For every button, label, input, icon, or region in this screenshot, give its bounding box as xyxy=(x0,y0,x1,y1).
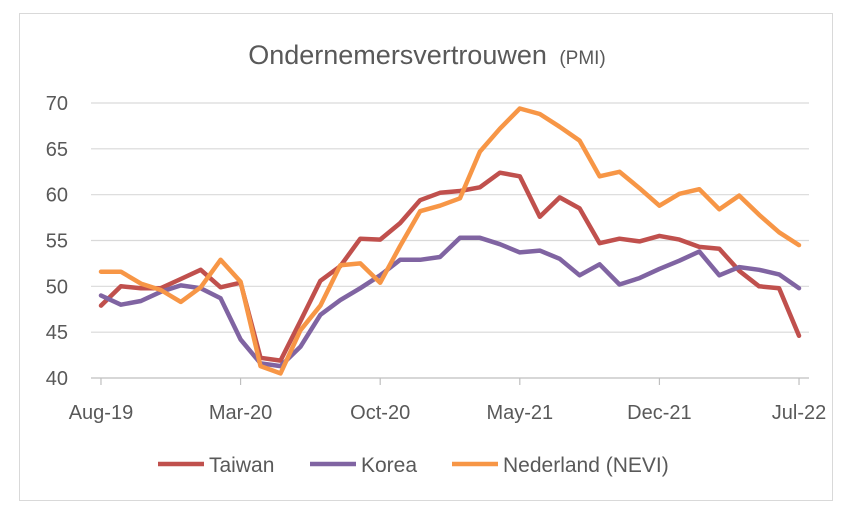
x-tick-label: May-21 xyxy=(486,402,553,424)
chart-title: Ondernemersvertrouwen (PMI) xyxy=(248,40,606,70)
y-tick-label: 45 xyxy=(46,322,68,344)
y-tick-label: 50 xyxy=(46,276,68,298)
y-tick-label: 70 xyxy=(46,93,68,115)
chart-frame: Ondernemersvertrouwen (PMI) 40 45 50 55 60 65… xyxy=(19,13,833,501)
x-tick-label: Aug-19 xyxy=(69,402,134,424)
x-axis-labels: Aug-19 Mar-20 Oct-20 May-21 Dec-21 Jul-22 xyxy=(69,402,827,424)
x-tick-label: Jul-22 xyxy=(772,402,826,424)
series-line-korea xyxy=(98,235,802,369)
y-tick-label: 60 xyxy=(46,185,68,207)
y-tick-label: 40 xyxy=(46,368,68,390)
x-tick-label: Mar-20 xyxy=(209,402,272,424)
legend-label: Nederland (NEVI) xyxy=(503,454,669,477)
x-tick-label: Oct-20 xyxy=(350,402,410,424)
y-tick-label: 55 xyxy=(46,231,68,253)
legend: Taiwan Korea Nederland (NEVI) xyxy=(158,454,669,477)
chart-title-main: Ondernemersvertrouwen xyxy=(248,40,547,70)
x-axis xyxy=(100,378,800,385)
legend-label: Taiwan xyxy=(209,454,274,477)
y-tick-label: 65 xyxy=(46,139,68,161)
legend-label: Korea xyxy=(361,454,417,477)
series-line-nederland-nevi xyxy=(98,106,802,376)
x-tick-label: Dec-21 xyxy=(627,402,691,424)
line-chart: Ondernemersvertrouwen (PMI) 40 45 50 55 60 65… xyxy=(46,40,827,477)
y-axis-labels: 40 45 50 55 60 65 70 xyxy=(46,93,68,390)
gridlines xyxy=(91,102,809,379)
series-line-taiwan xyxy=(98,170,802,363)
series-lines xyxy=(98,106,802,376)
chart-title-sub: (PMI) xyxy=(559,48,605,69)
